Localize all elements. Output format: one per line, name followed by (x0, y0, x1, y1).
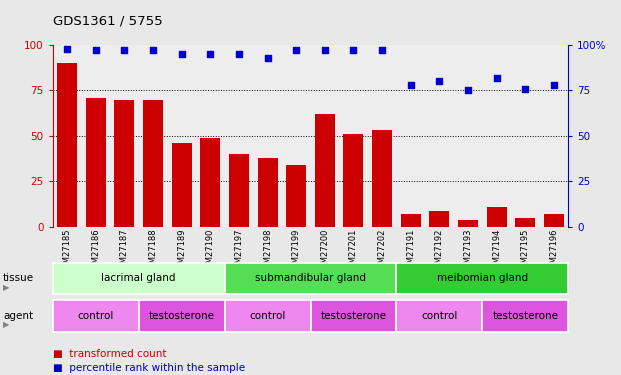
Bar (253, 45, 282, 227)
Bar (396, 45, 425, 227)
Bar (57, 63, 77, 227)
Bar (454, 45, 483, 227)
Bar (487, 207, 507, 227)
Bar (511, 45, 540, 227)
Point (520, 86, 530, 92)
Bar (368, 45, 396, 227)
Text: testosterone: testosterone (492, 311, 558, 321)
Bar (225, 45, 253, 227)
Text: testosterone: testosterone (320, 311, 386, 321)
Text: ■  transformed count: ■ transformed count (53, 350, 166, 359)
Point (119, 48, 129, 54)
Bar (200, 138, 220, 227)
Bar (343, 134, 363, 227)
Text: testosterone: testosterone (148, 311, 215, 321)
Point (177, 51, 187, 57)
Bar (540, 45, 568, 227)
Bar (143, 100, 163, 227)
Bar (401, 214, 421, 227)
Point (406, 82, 415, 88)
Bar (114, 100, 134, 227)
Point (62, 46, 72, 52)
Point (291, 48, 301, 54)
Point (377, 48, 387, 54)
Point (234, 51, 244, 57)
Bar (310, 45, 339, 227)
Text: meibomian gland: meibomian gland (437, 273, 528, 284)
Bar (315, 114, 335, 227)
Text: ▶: ▶ (3, 320, 9, 330)
Bar (544, 214, 564, 227)
Bar (171, 143, 192, 227)
Point (549, 82, 559, 88)
Bar (138, 45, 167, 227)
Bar (110, 45, 138, 227)
Bar (86, 98, 106, 227)
Text: GDS1361 / 5755: GDS1361 / 5755 (53, 15, 163, 28)
Point (348, 48, 358, 54)
Bar (483, 45, 511, 227)
Point (148, 48, 158, 54)
Bar (286, 165, 306, 227)
Text: ■  percentile rank within the sample: ■ percentile rank within the sample (53, 363, 245, 373)
Point (463, 87, 473, 93)
Point (492, 75, 502, 81)
Text: lacrimal gland: lacrimal gland (101, 273, 176, 284)
Bar (167, 45, 196, 227)
Point (206, 51, 215, 57)
Bar (372, 130, 392, 227)
Text: submandibular gland: submandibular gland (255, 273, 366, 284)
Text: control: control (250, 311, 286, 321)
Bar (425, 45, 454, 227)
Text: agent: agent (3, 311, 34, 321)
Bar (429, 210, 450, 227)
Text: tissue: tissue (3, 273, 34, 284)
Text: control: control (421, 311, 458, 321)
Point (320, 48, 330, 54)
Bar (339, 45, 368, 227)
Point (91, 48, 101, 54)
Text: control: control (78, 311, 114, 321)
Bar (282, 45, 310, 227)
Point (263, 55, 273, 61)
Bar (258, 158, 278, 227)
Bar (53, 45, 81, 227)
Bar (458, 220, 478, 227)
Bar (515, 218, 535, 227)
Point (435, 78, 445, 84)
Text: ▶: ▶ (3, 283, 9, 292)
Bar (229, 154, 249, 227)
Bar (81, 45, 110, 227)
Bar (196, 45, 225, 227)
